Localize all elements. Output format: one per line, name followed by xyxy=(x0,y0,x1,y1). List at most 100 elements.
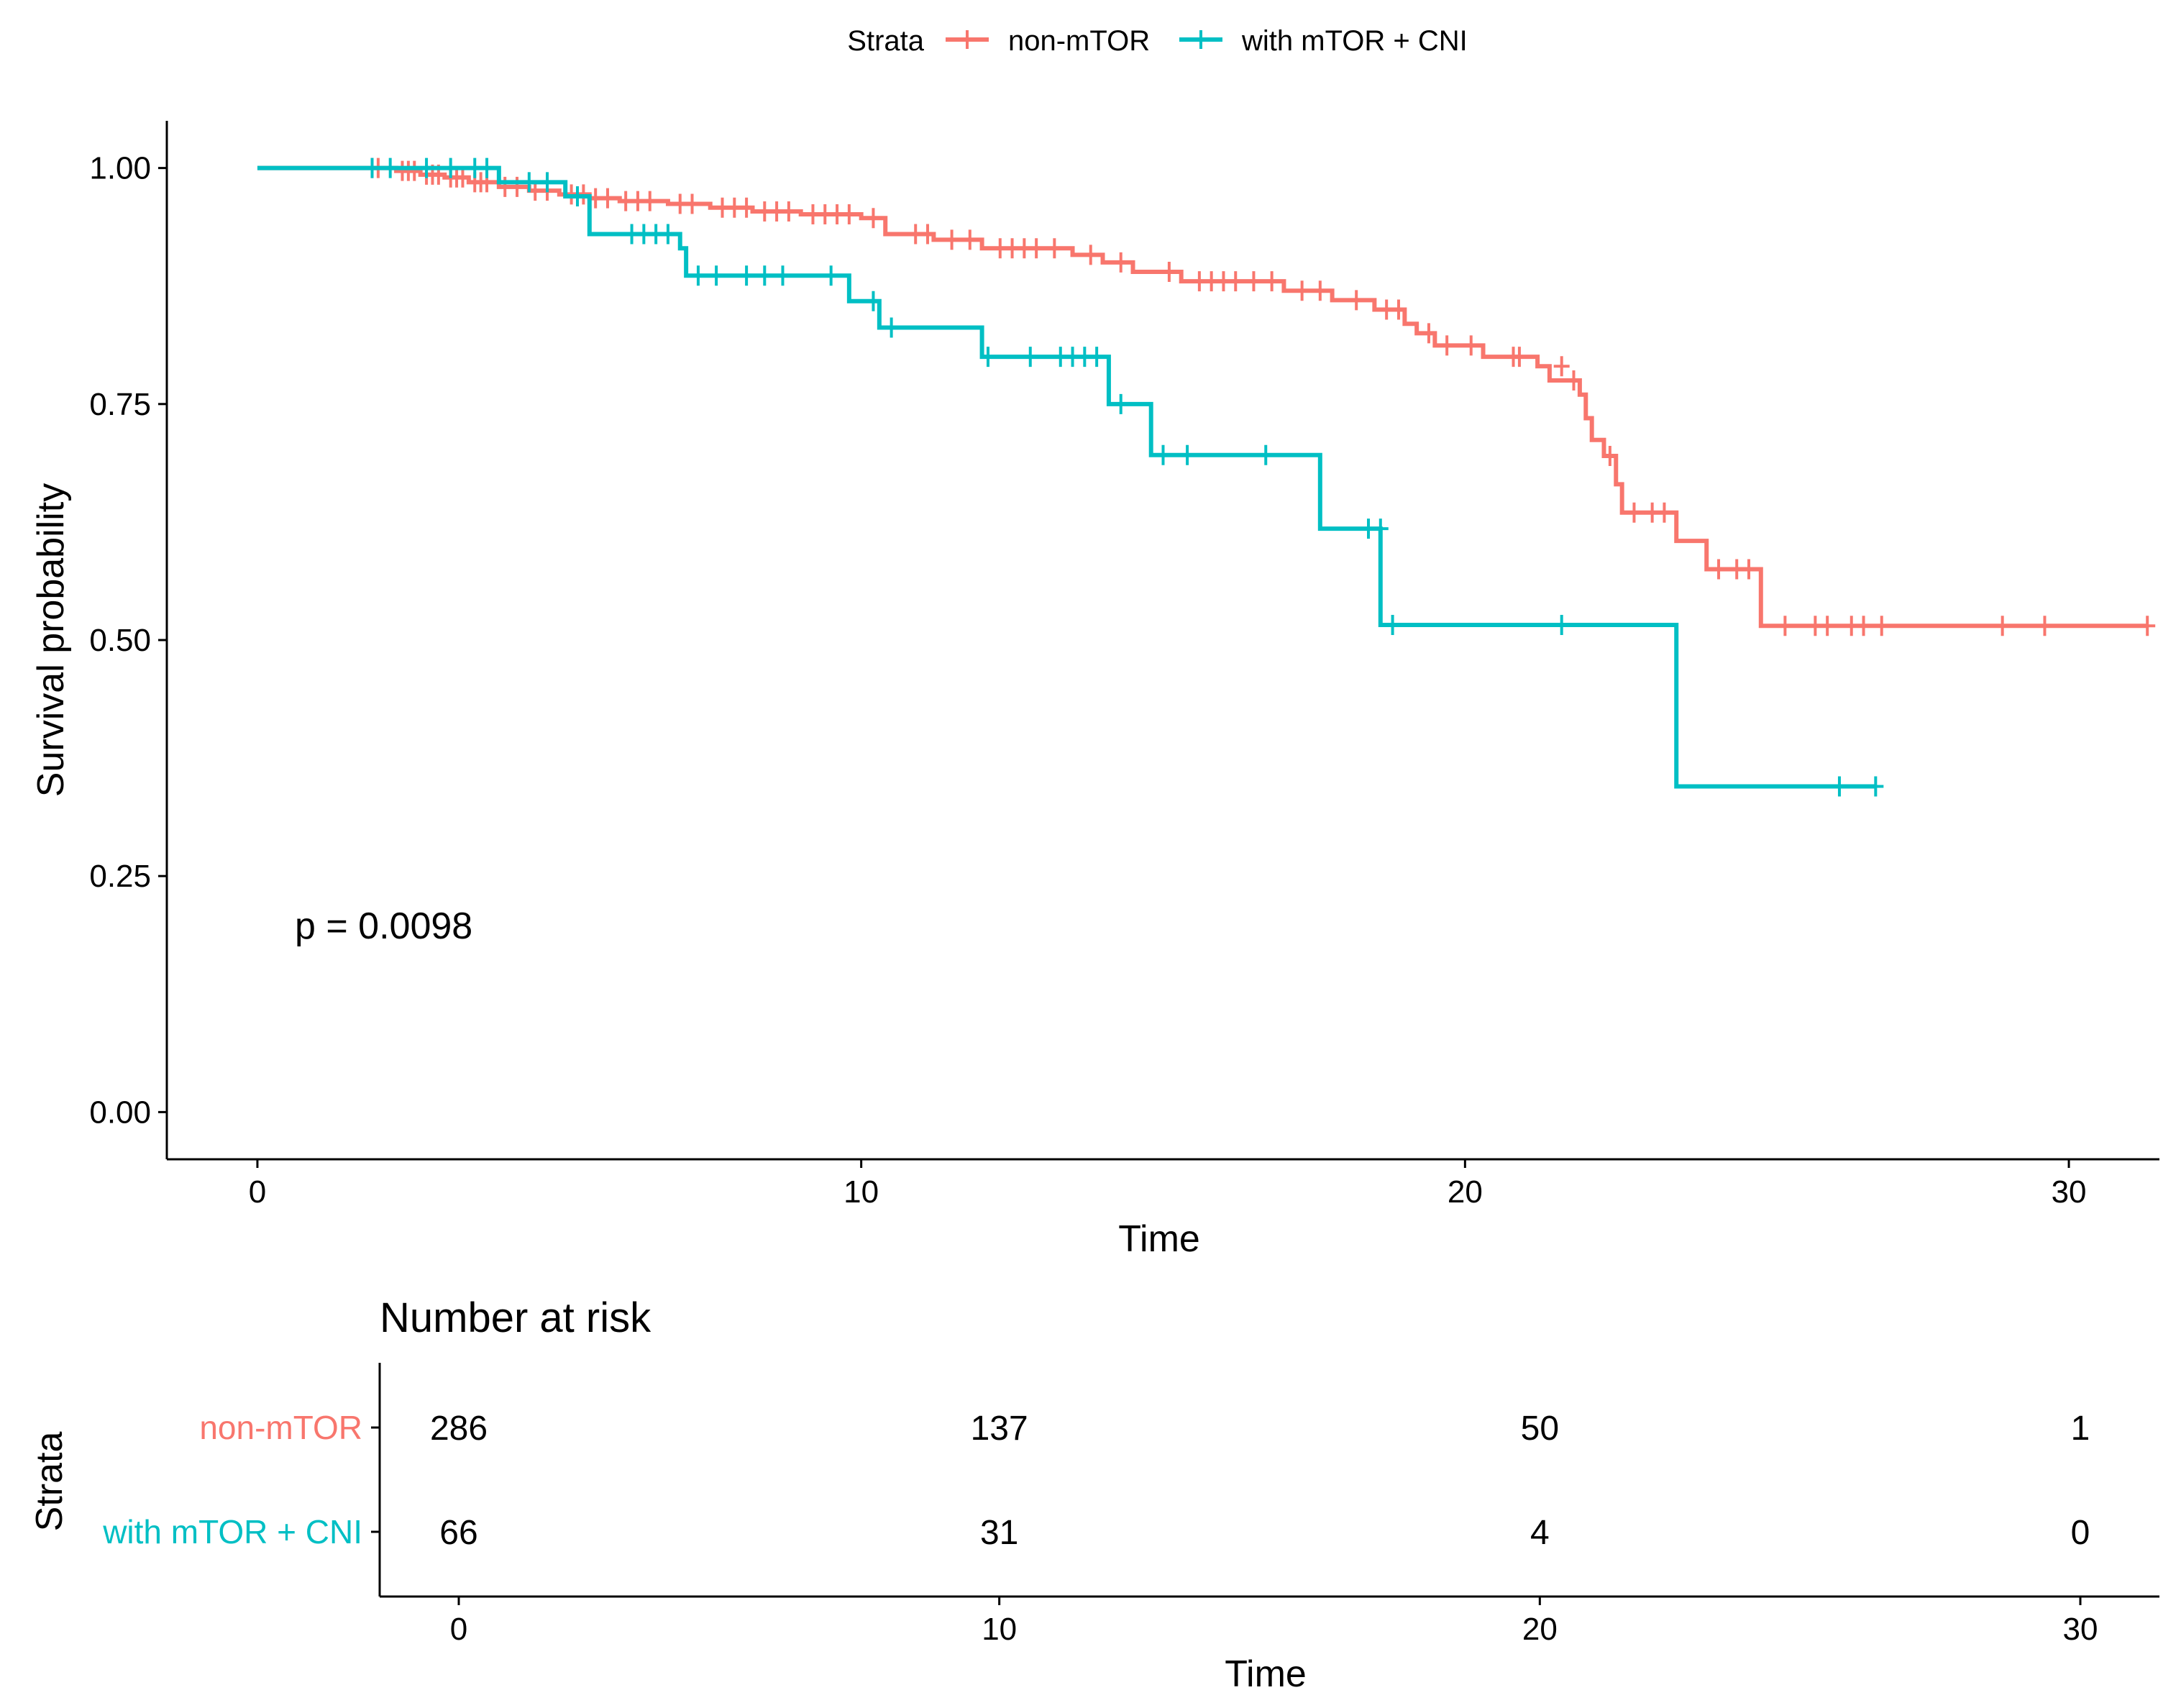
censor-mark xyxy=(1245,271,1262,292)
censor-mark xyxy=(1227,271,1244,292)
censor-mark xyxy=(1384,614,1401,635)
censor-mark xyxy=(1711,559,1727,580)
censor-mark xyxy=(865,208,882,229)
legend-title: Strata xyxy=(847,25,924,57)
censor-mark xyxy=(1390,299,1407,320)
y-tick-label: 0.75 xyxy=(89,387,151,422)
y-tick-label: 0.00 xyxy=(89,1095,151,1130)
censor-mark xyxy=(1601,446,1618,467)
censor-mark xyxy=(774,265,791,286)
risk-table-title: Number at risk xyxy=(380,1294,651,1341)
censor-mark xyxy=(920,224,936,245)
censor-mark xyxy=(419,157,435,178)
legend-item-non-mtor: non-mTOR xyxy=(946,25,1150,57)
legend: Strata non-mTOR with mTOR + CNI xyxy=(847,25,1467,57)
censor-mark xyxy=(442,157,459,178)
risk-cell: 286 xyxy=(430,1410,488,1448)
censor-mark xyxy=(1741,559,1757,580)
censor-mark xyxy=(1155,444,1171,465)
censor-mark xyxy=(539,172,556,193)
censor-mark xyxy=(454,167,471,188)
legend-entries: non-mTOR with mTOR + CNI xyxy=(946,25,1468,57)
y-axis-label: Survival probability xyxy=(30,483,72,797)
censor-mark xyxy=(521,172,537,193)
survival-plot: 0.00 0.25 0.50 0.75 1.00 0 10 20 30 p = 0.0098 T… xyxy=(30,121,2159,1260)
censor-mark xyxy=(1348,290,1365,311)
x-tick-label: 30 xyxy=(2052,1174,2087,1210)
censor-mark xyxy=(364,157,380,178)
censor-mark xyxy=(1263,271,1280,292)
risk-x-tick-label: 0 xyxy=(450,1612,467,1647)
censor-mark xyxy=(1082,245,1099,265)
censor-mark xyxy=(1656,502,1673,523)
censor-mark xyxy=(1161,262,1177,283)
censor-mark xyxy=(509,176,526,197)
survival-plot-axes: 0.00 0.25 0.50 0.75 1.00 0 10 20 30 xyxy=(89,121,2159,1210)
censor-mark xyxy=(1463,335,1479,356)
risk-table: Number at risk Strata Time 0 10 20 30 non-m… xyxy=(29,1294,2159,1695)
censor-mark xyxy=(1179,444,1196,465)
censor-mark xyxy=(1867,776,1884,797)
censor-mark xyxy=(1873,616,1890,636)
censor-mark xyxy=(684,193,700,214)
censor-mark xyxy=(1112,393,1129,414)
censor-mark xyxy=(1553,356,1570,377)
censor-mark xyxy=(1439,335,1455,356)
censor-mark xyxy=(659,224,676,245)
censor-mark xyxy=(599,188,616,209)
survival-curve-non-mtor xyxy=(257,165,2148,629)
risk-cell: 50 xyxy=(1521,1410,1559,1448)
censor-mark xyxy=(641,191,658,211)
censor-mark xyxy=(1046,238,1063,259)
legend-label: non-mTOR xyxy=(1008,25,1150,57)
risk-cell: 0 xyxy=(2071,1514,2090,1552)
y-tick-label: 1.00 xyxy=(89,151,151,186)
censor-mark xyxy=(1258,444,1274,465)
risk-row-label-with-mtor-cni: with mTOR + CNI xyxy=(102,1513,362,1551)
censor-mark xyxy=(382,157,398,178)
risk-table-axes: 0 10 20 30 xyxy=(371,1363,2159,1647)
y-tick-label: 0.25 xyxy=(89,859,151,894)
censor-mark xyxy=(739,265,755,286)
risk-cell: 4 xyxy=(1530,1514,1550,1552)
censor-mark xyxy=(406,160,423,181)
risk-table-x-label: Time xyxy=(1225,1653,1307,1695)
censor-mark xyxy=(1312,280,1328,301)
legend-item-with-mtor-cni: with mTOR + CNI xyxy=(1179,25,1468,57)
censor-mark xyxy=(708,265,725,286)
censor-mark xyxy=(1294,280,1310,301)
censor-mark xyxy=(1372,519,1389,539)
censor-mark xyxy=(1831,776,1847,797)
censor-mark xyxy=(943,229,960,250)
risk-cell: 1 xyxy=(2071,1410,2090,1448)
censor-mark xyxy=(739,197,755,218)
censor-mark xyxy=(865,291,882,311)
censor-mark xyxy=(1028,238,1045,259)
censor-mark xyxy=(1089,347,1105,367)
censor-mark xyxy=(1626,502,1642,523)
risk-table-y-label: Strata xyxy=(29,1432,70,1532)
censor-mark xyxy=(1819,616,1836,636)
censor-mark xyxy=(1565,370,1582,391)
legend-label: with mTOR + CNI xyxy=(1241,25,1468,57)
censor-mark xyxy=(2036,616,2053,636)
p-value-annotation: p = 0.0098 xyxy=(295,905,472,947)
censor-mark xyxy=(1420,323,1437,344)
censor-mark xyxy=(756,265,773,286)
x-tick-label: 20 xyxy=(1448,1174,1483,1210)
censor-mark xyxy=(1777,616,1793,636)
survival-plot-series xyxy=(257,157,2156,797)
censor-mark xyxy=(1855,616,1872,636)
risk-x-tick-label: 10 xyxy=(982,1612,1017,1647)
censor-mark xyxy=(2139,616,2156,636)
survival-curve-with-mtor-cni xyxy=(257,165,1876,789)
series-with-mtor-cni xyxy=(257,157,1884,797)
censor-mark xyxy=(961,229,978,250)
series-non-mtor xyxy=(257,157,2156,636)
censor-mark xyxy=(883,317,900,338)
risk-x-tick-label: 30 xyxy=(2063,1612,2098,1647)
risk-cell: 66 xyxy=(439,1514,477,1552)
censor-mark xyxy=(780,201,797,222)
